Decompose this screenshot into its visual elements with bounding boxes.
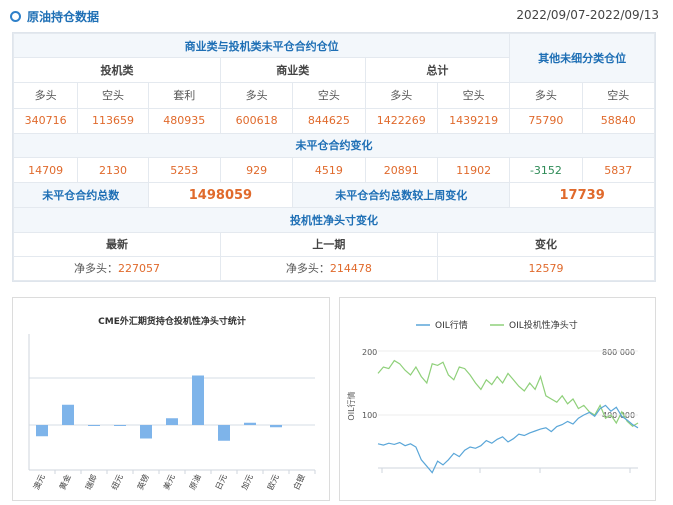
bar-纽元 [114,425,126,426]
bar-chart-svg: CME外汇期货持仓投机性净头寸统计 澳元 黄金 瑞郎 纽元 英镑 美元 原油 日元 加元 欧元 白银 [28,315,316,492]
x-tick-label: 黄金 [57,473,73,492]
legend-oil-label[interactable]: OIL行情 [435,319,468,331]
x-tick-label: 欧元 [265,473,281,492]
position-value: 1422269 [364,107,438,134]
change-value: 20891 [364,156,438,184]
col-header: 套利 [147,82,221,109]
change-value: 929 [219,156,294,184]
net-latest-cell: 净多头：227057 [13,255,221,282]
total-change-label: 未平仓合约总数较上周变化 [292,182,511,209]
change-value: 5837 [581,156,656,184]
cot-table: 商业类与投机类未平仓合约仓位 其他未细分类仓位 投机类 商业类 总计 多头 空头… [12,32,656,282]
x-tick-label: 日元 [214,473,229,491]
col-header: 多头 [12,82,79,109]
position-value: 480935 [147,107,221,134]
series-oil-line [377,404,639,474]
bar-日元 [218,425,230,441]
bar-加元 [244,422,256,425]
position-value: 340716 [12,107,79,134]
page-title-text: 原油持仓数据 [27,10,100,24]
subgroup-total: 总计 [364,57,511,84]
bar-瑞郎 [88,425,100,426]
position-value: 600618 [219,107,294,134]
bar-美元 [166,418,178,425]
series-spec-line [377,359,639,427]
position-value: 844625 [292,107,366,134]
legend-spec-label[interactable]: OIL投机性净头寸 [509,319,578,331]
fx-net-position-chart: CME外汇期货持仓投机性净头寸统计 澳元 黄金 瑞郎 纽元 英镑 美元 原油 日元 加元 欧元 白银 [12,297,330,501]
col-header: 空头 [77,82,149,109]
change-value: -3152 [509,156,583,184]
page-header: 原油持仓数据 2022/09/07-2022/09/13 [10,6,665,26]
total-oi-value: 1498059 [147,182,294,209]
net-col-latest: 最新 [13,231,221,257]
net-col-prev: 上一期 [219,231,438,257]
change-value: 4519 [292,156,366,184]
net-prev-cell: 净多头：214478 [219,255,438,282]
bar-英镑 [140,425,152,439]
change-value: 11902 [436,156,511,184]
y-left-axis-label: OIL行情 [346,391,356,420]
x-tick-label: 澳元 [31,473,47,492]
bar-chart-title: CME外汇期货持仓投机性净头寸统计 [98,315,246,327]
position-value: 113659 [77,107,149,134]
change-value: 5253 [147,156,221,184]
total-change-value: 17739 [509,182,655,209]
col-header: 空头 [436,82,511,109]
bar-原油 [192,375,204,425]
change-value: 14709 [12,156,79,184]
page-title: 原油持仓数据 [10,8,99,25]
bar-欧元 [270,425,282,428]
net-prefix: 净多头： [73,262,118,276]
total-oi-label: 未平仓合约总数 [13,182,149,209]
oil-line-chart: OIL行情 OIL投机性净头寸 200 100 800 000 400 000 … [339,297,656,501]
change-title: 未平仓合约变化 [13,132,655,158]
net-prefix: 净多头： [285,262,330,276]
col-header: 多头 [219,82,294,109]
net-latest-value: 227057 [117,262,160,276]
x-tick-label: 加元 [239,473,255,492]
subgroup-commercial: 商业类 [219,57,366,84]
position-value: 75790 [509,107,583,134]
col-header: 空头 [581,82,656,109]
line-chart-svg: OIL行情 OIL投机性净头寸 200 100 800 000 400 000 … [346,319,639,474]
net-col-change: 变化 [436,231,656,257]
date-range: 2022/09/07-2022/09/13 [516,8,659,22]
group-title: 商业类与投机类未平仓合约仓位 [12,32,511,59]
other-title: 其他未细分类仓位 [509,32,655,84]
y-left-tick-mid: 100 [362,411,377,420]
bar-黄金 [62,404,74,425]
x-tick-label: 瑞郎 [83,473,99,492]
x-tick-label: 纽元 [109,473,125,492]
x-tick-label: 原油 [187,473,203,492]
subgroup-speculative: 投机类 [13,57,221,84]
net-title: 投机性净头寸变化 [13,207,655,233]
y-right-tick-top: 800 000 [602,348,635,357]
bar-澳元 [36,425,48,437]
change-value: 2130 [77,156,149,184]
circle-bullet-icon [10,11,21,22]
x-tick-label: 白银 [291,473,307,492]
col-header: 多头 [509,82,583,109]
col-header: 空头 [292,82,366,109]
net-change-value: 12579 [436,255,656,282]
position-value: 1439219 [436,107,511,134]
x-tick-label: 美元 [161,473,177,492]
net-prev-value: 214478 [329,262,372,276]
position-value: 58840 [581,107,656,134]
col-header: 多头 [364,82,438,109]
x-tick-label: 英镑 [135,473,151,492]
y-left-tick-top: 200 [362,348,377,357]
